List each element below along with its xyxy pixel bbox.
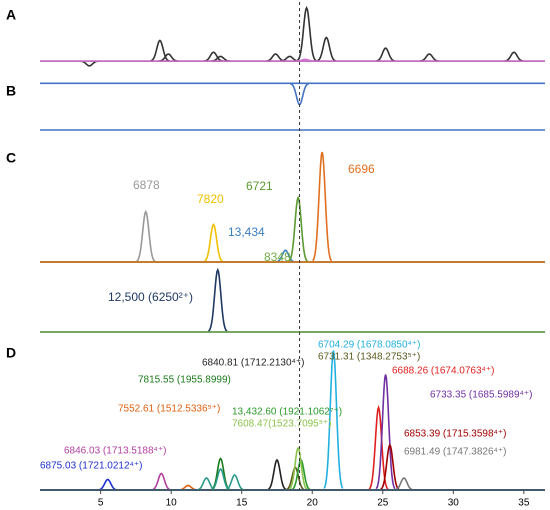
peak-annotation: 6846.03 (1713.5188⁴⁺)	[64, 446, 166, 457]
peak-annotation: 6875.03 (1721.0212⁴⁺)	[40, 461, 142, 472]
peak	[267, 458, 287, 491]
peak	[316, 36, 336, 62]
x-tick-label: 15	[236, 498, 248, 509]
x-tick-label: 35	[518, 498, 530, 509]
x-tick-label: 25	[377, 498, 389, 509]
peak	[296, 6, 317, 62]
peak-annotation: 7820	[197, 192, 224, 206]
peak	[288, 446, 308, 491]
peak	[211, 467, 231, 491]
peak-annotation: 6688.26 (1674.0763⁴⁺)	[392, 366, 494, 377]
panel-label: B	[6, 83, 16, 99]
peak	[225, 474, 245, 491]
peak	[312, 151, 333, 262]
x-tick-label: 10	[166, 498, 178, 509]
peak-annotation: 6878	[133, 178, 160, 192]
peak	[288, 195, 309, 262]
peak	[504, 51, 524, 62]
peak-annotation: 8348	[264, 250, 291, 264]
peak-annotation: 7815.55 (1955.8999)	[138, 375, 231, 386]
peak-annotation: 6840.81 (1712.2130⁴⁺)	[202, 358, 304, 369]
peak	[266, 53, 285, 62]
peak-annotation: 6696	[348, 162, 375, 176]
peak	[380, 443, 400, 491]
peak-annotation: 6733.35 (1685.5989⁴⁺)	[430, 390, 532, 401]
peak	[151, 472, 171, 491]
peak-annotation: 6853.39 (1715.3598⁴⁺)	[404, 429, 506, 440]
peak	[394, 477, 414, 491]
peak-annotation: 6981.49 (1747.3826⁴⁺)	[404, 447, 506, 458]
peak	[376, 47, 396, 62]
peak-annotation: 6721	[246, 179, 273, 193]
peak	[158, 53, 178, 62]
peak-annotation: 7608.47(1523.7095⁵⁺)	[232, 419, 332, 430]
x-tick-label: 20	[307, 498, 319, 509]
peak	[204, 51, 223, 62]
panel-label: C	[6, 150, 16, 166]
peak	[136, 209, 156, 263]
peak	[419, 53, 439, 62]
peak	[275, 249, 295, 263]
peak-annotation: 13,434	[228, 225, 265, 239]
peak	[203, 223, 224, 263]
peak	[210, 457, 231, 491]
panel-label: D	[6, 345, 16, 361]
peak-annotation: 13,432.60 (1921.1062⁷⁺)	[232, 407, 342, 418]
peak	[207, 267, 228, 332]
peak-annotation: 7552.61 (1512.5336⁵⁺)	[118, 404, 220, 415]
panel-label: A	[6, 7, 16, 23]
peak	[98, 478, 118, 491]
x-tick-label: 30	[448, 498, 460, 509]
x-tick-label: 5	[98, 498, 104, 509]
peak-annotation: 6731.31 (1348.2753⁵⁺)	[318, 352, 420, 363]
peak-annotation: 6704.29 (1678.0850⁴⁺)	[318, 340, 420, 351]
peak	[295, 58, 315, 62]
peak	[375, 374, 396, 490]
peak	[150, 39, 170, 62]
peak	[323, 350, 344, 489]
peak-annotation: 12,500 (6250²⁺)	[108, 290, 193, 304]
